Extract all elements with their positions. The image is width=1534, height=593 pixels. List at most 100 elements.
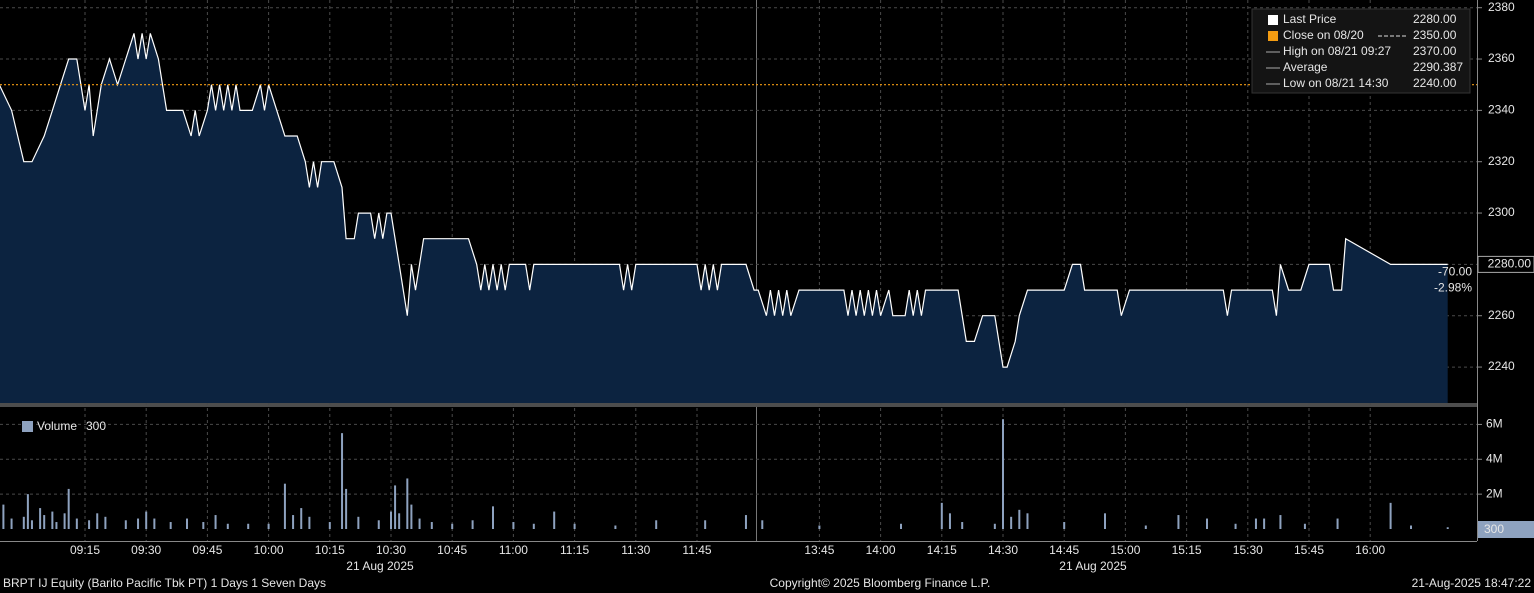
area-fill (0, 33, 1448, 403)
volume-bar (55, 522, 58, 529)
volume-bar (1446, 527, 1449, 529)
volume-bar (1026, 513, 1029, 529)
volume-bar (39, 508, 42, 529)
volume-bar (1389, 502, 1392, 529)
volume-bar (43, 515, 46, 529)
y-tick-label: 2300 (1488, 205, 1515, 219)
volume-bar (704, 520, 707, 529)
x-tick-label: 15:30 (1233, 543, 1263, 557)
x-tick-label: 11:00 (499, 543, 528, 557)
volume-bar (451, 523, 454, 529)
legend-swatch (1268, 15, 1278, 25)
volume-bar (492, 506, 494, 529)
x-tick-label: 15:45 (1294, 543, 1324, 557)
volume-bar (1010, 516, 1013, 529)
volume-bar (202, 522, 205, 529)
last-price-tag (1477, 255, 1534, 273)
volume-bar (993, 523, 996, 529)
footer-center: Copyright© 2025 Bloomberg Finance L.P. (770, 576, 991, 590)
x-tick-label: 13:45 (804, 543, 834, 557)
footer-right: 21-Aug-2025 18:47:22 (1412, 576, 1532, 590)
volume-bar (410, 504, 413, 529)
volume-bar (96, 513, 99, 529)
x-tick-label: 09:30 (131, 543, 161, 557)
x-tick-label: 14:30 (988, 543, 1018, 557)
legend-value: 2290.387 (1413, 60, 1463, 74)
volume-bar (390, 511, 392, 529)
y-tick-label: 2340 (1488, 103, 1515, 117)
volume-bar (75, 518, 78, 529)
footer-left: BRPT IJ Equity (Barito Pacific Tbk PT) 1… (3, 576, 326, 590)
volume-bar (63, 513, 66, 529)
y-tick-label: 6M (1486, 417, 1503, 431)
date-label: 21 Aug 2025 (1059, 559, 1127, 573)
legend-swatch (1268, 31, 1278, 41)
volume-bar (655, 520, 658, 529)
legend-value: 2280.00 (1413, 12, 1457, 26)
x-tick-label: 10:30 (376, 543, 406, 557)
volume-bar (137, 518, 140, 529)
volume-bar (153, 518, 156, 529)
volume-bar (553, 511, 556, 529)
y-tick-label: 2M (1486, 486, 1503, 500)
x-tick-label: 14:15 (927, 543, 957, 557)
x-tick-label: 15:15 (1172, 543, 1202, 557)
volume-bar (2, 504, 5, 529)
volume-bar (51, 511, 54, 529)
y-tick-label: 2240 (1488, 359, 1515, 373)
y-tick-label: 2320 (1488, 154, 1515, 168)
volume-bar (22, 516, 25, 529)
volume-bar (308, 516, 311, 529)
volume-bar (1410, 525, 1412, 529)
x-tick-label: 14:00 (866, 543, 896, 557)
y-tick-label: 2360 (1488, 51, 1515, 65)
x-tick-label: 11:30 (621, 543, 650, 557)
volume-bar (1254, 518, 1257, 529)
volume-bar (104, 516, 107, 529)
volume-bar (948, 513, 951, 529)
volume-bar (744, 515, 747, 529)
volume-bar (1263, 518, 1266, 529)
last-price-label: 2280.00 (1488, 257, 1532, 271)
panel-divider (0, 403, 1477, 407)
legend-value: 300 (86, 419, 106, 433)
volume-bar (124, 520, 127, 529)
volume-bar (1279, 515, 1282, 529)
x-tick-label: 14:45 (1049, 543, 1079, 557)
volume-bar (471, 520, 474, 529)
volume-bar (900, 523, 902, 529)
y-tick-label: 2260 (1488, 308, 1515, 322)
price-line (0, 33, 1448, 368)
volume-bar (1303, 523, 1306, 529)
volume-bar (940, 502, 943, 529)
volume-bar (1104, 513, 1106, 529)
volume-bar (67, 488, 70, 529)
volume-bar (1206, 518, 1208, 529)
volume-bar (292, 515, 295, 529)
volume-bar (169, 522, 172, 529)
volume-bar (1063, 522, 1066, 529)
volume-bar (26, 494, 29, 529)
volume-bar (532, 523, 535, 529)
volume-bar (761, 520, 764, 529)
volume-bar (573, 523, 576, 529)
volume-bar (1002, 419, 1004, 529)
volume-bar (512, 522, 515, 529)
legend-value: 2350.00 (1413, 28, 1457, 42)
x-tick-label: 11:15 (560, 543, 589, 557)
change-pct-label: -2.98% (1434, 281, 1472, 295)
volume-bar (10, 518, 13, 529)
volume-bar (186, 518, 188, 529)
volume-bar (145, 511, 148, 529)
x-tick-label: 16:00 (1355, 543, 1385, 557)
volume-bar (398, 513, 401, 529)
volume-bar (283, 483, 286, 529)
legend-value: 2240.00 (1413, 76, 1457, 90)
volume-bar (214, 515, 217, 529)
y-tick-label: 2380 (1488, 0, 1515, 14)
volume-bar (961, 522, 964, 529)
x-tick-label: 10:00 (254, 543, 284, 557)
volume-tag-label: 300 (1484, 522, 1504, 536)
legend-box (1251, 8, 1471, 94)
